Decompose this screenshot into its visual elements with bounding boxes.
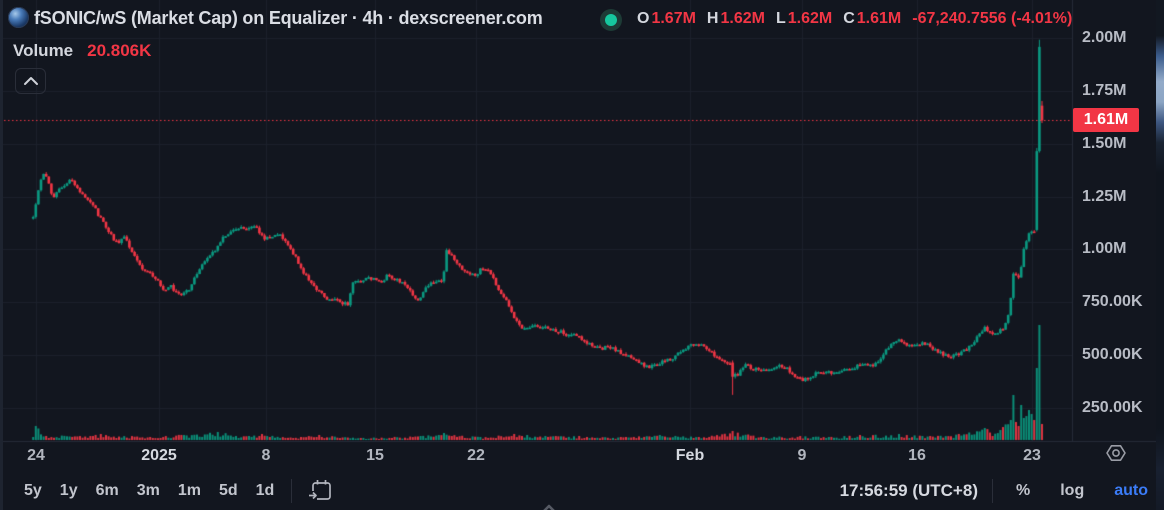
volume-value: 20.806K: [87, 41, 152, 60]
open-value: 1.67M: [651, 10, 696, 27]
percent-scale-button[interactable]: %: [1010, 481, 1036, 501]
close-label: C: [843, 10, 855, 27]
bottom-toolbar: 5y 1y 6m 3m 1m 5d 1d 17:56:59 (UTC+8) % …: [0, 472, 1164, 510]
low-label: L: [775, 10, 786, 27]
price-axis-label: 500.00K: [1082, 346, 1143, 364]
auto-scale-button[interactable]: auto: [1108, 481, 1154, 501]
range-button-3m[interactable]: 3m: [136, 482, 160, 499]
price-axis-label: 1.75M: [1082, 81, 1127, 99]
range-button-5d[interactable]: 5d: [218, 482, 238, 499]
ohlc-readout: O 1.67M H 1.62M L 1.62M C 1.61M -67,240.7556 (-4…: [637, 10, 1072, 28]
price-axis-label: 1.00M: [1082, 240, 1127, 258]
time-axis-label: 15: [366, 447, 384, 464]
range-button-1d[interactable]: 1d: [255, 482, 275, 499]
chart-title: fSONIC/wS (Market Cap) on Equalizer · 4h…: [34, 8, 543, 28]
range-button-5y[interactable]: 5y: [24, 482, 42, 499]
range-button-6m[interactable]: 6m: [95, 482, 119, 499]
time-axis-label: 23: [1023, 447, 1041, 464]
price-axis-label: 250.00K: [1082, 399, 1143, 416]
right-edge-image-sliver: [1156, 0, 1164, 510]
price-axis-label: 750.00K: [1082, 293, 1143, 311]
range-button-1m[interactable]: 1m: [177, 482, 201, 499]
chevron-up-peek-icon: [543, 504, 555, 510]
token-logo: [8, 7, 29, 28]
collapse-pane-button[interactable]: [15, 68, 46, 94]
high-value: 1.62M: [720, 10, 765, 27]
go-to-date-button[interactable]: [306, 477, 334, 505]
time-axis-label: 8: [261, 447, 271, 464]
toolbar-divider-right: [991, 479, 993, 503]
left-edge-strip: [0, 0, 3, 510]
clock-timezone-button[interactable]: 17:56:59 (UTC+8): [834, 480, 984, 502]
low-value: 1.62M: [787, 10, 833, 27]
price-axis-label: 1.50M: [1082, 134, 1127, 152]
expand-pane-handle[interactable]: [538, 502, 560, 510]
time-axis-label: 16: [908, 447, 926, 464]
volume-readout: Volume 20.806K: [13, 41, 151, 61]
open-label: O: [637, 10, 650, 27]
calendar-arrow-icon: [308, 480, 332, 500]
close-value: 1.61M: [856, 10, 902, 27]
hexagon-target-icon: [1106, 444, 1126, 462]
high-label: H: [706, 10, 719, 27]
volume-label: Volume: [13, 41, 74, 60]
change-value: -67,240.7556 (-4.01%): [912, 10, 1073, 27]
time-axis-label: 22: [467, 447, 485, 464]
price-scale-settings-button[interactable]: [1101, 442, 1131, 464]
last-price-tag: 1.61M: [1073, 108, 1139, 133]
price-axis-label: 1.25M: [1082, 187, 1127, 205]
price-axis-label: 2.00M: [1082, 29, 1127, 46]
time-axis-label: 9: [797, 447, 807, 464]
time-axis-label: Feb: [675, 447, 705, 464]
live-status-icon: [600, 9, 622, 31]
time-axis-label: 2025: [141, 447, 177, 464]
log-scale-button[interactable]: log: [1054, 481, 1090, 501]
range-buttons: 5y 1y 6m 3m 1m 5d 1d: [15, 482, 283, 500]
chevron-up-icon: [23, 77, 38, 85]
time-axis-label: 24: [27, 447, 45, 464]
range-button-1y[interactable]: 1y: [59, 482, 78, 499]
toolbar-divider: [291, 479, 293, 503]
